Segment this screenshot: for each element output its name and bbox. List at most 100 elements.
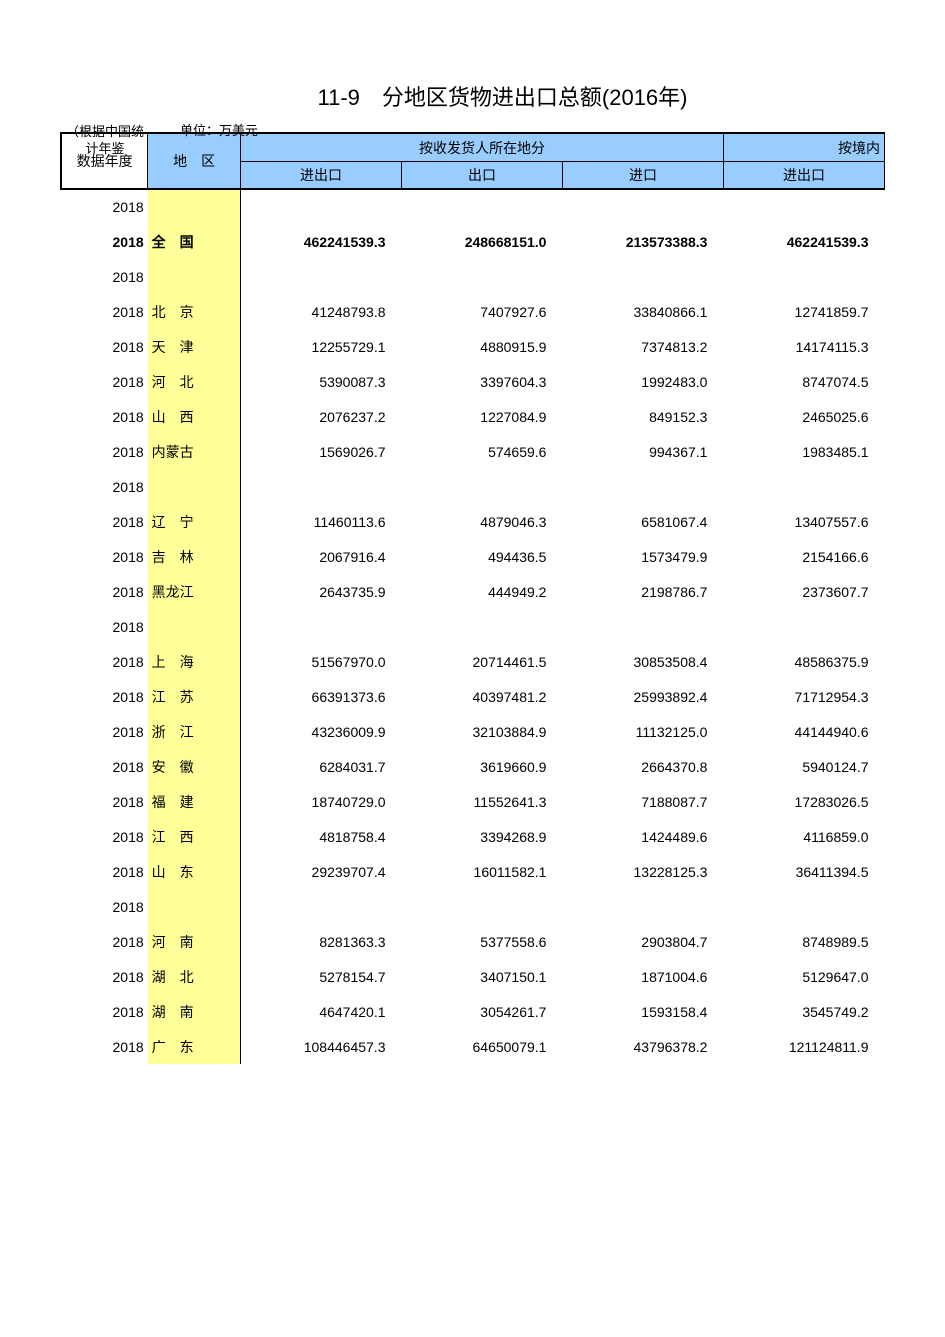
cell-year: 2018 bbox=[61, 329, 148, 364]
cell-value: 12741859.7 bbox=[723, 294, 884, 329]
cell-value: 12255729.1 bbox=[241, 329, 402, 364]
cell-region: 上 海 bbox=[148, 644, 241, 679]
cell-value: 30853508.4 bbox=[562, 644, 723, 679]
cell-value: 4879046.3 bbox=[402, 504, 563, 539]
cell-value: 8748989.5 bbox=[723, 924, 884, 959]
table-row: 2018湖 南4647420.13054261.71593158.4354574… bbox=[61, 994, 885, 1029]
cell-value bbox=[241, 189, 402, 224]
cell-value: 4647420.1 bbox=[241, 994, 402, 1029]
cell-year: 2018 bbox=[61, 399, 148, 434]
cell-value: 7407927.6 bbox=[402, 294, 563, 329]
table-row: 2018浙 江43236009.932103884.911132125.0441… bbox=[61, 714, 885, 749]
cell-value: 6284031.7 bbox=[241, 749, 402, 784]
cell-region: 山 东 bbox=[148, 854, 241, 889]
cell-value: 13228125.3 bbox=[562, 854, 723, 889]
cell-region: 辽 宁 bbox=[148, 504, 241, 539]
cell-value: 4880915.9 bbox=[402, 329, 563, 364]
cell-year: 2018 bbox=[61, 504, 148, 539]
cell-value: 14174115.3 bbox=[723, 329, 884, 364]
table-row: 2018吉 林2067916.4494436.51573479.92154166… bbox=[61, 539, 885, 574]
cell-value: 7188087.7 bbox=[562, 784, 723, 819]
cell-year: 2018 bbox=[61, 224, 148, 259]
cell-value: 41248793.8 bbox=[241, 294, 402, 329]
header-sub2: 出口 bbox=[402, 161, 563, 189]
header-region: 地 区 bbox=[148, 133, 241, 189]
header-sub1: 进出口 bbox=[241, 161, 402, 189]
cell-value: 11460113.6 bbox=[241, 504, 402, 539]
cell-region: 江 苏 bbox=[148, 679, 241, 714]
table-row: 2018河 北5390087.33397604.31992483.0874707… bbox=[61, 364, 885, 399]
cell-value bbox=[241, 889, 402, 924]
cell-year: 2018 bbox=[61, 994, 148, 1029]
table-row: 2018山 东29239707.416011582.113228125.3364… bbox=[61, 854, 885, 889]
cell-value: 3394268.9 bbox=[402, 819, 563, 854]
cell-value: 2076237.2 bbox=[241, 399, 402, 434]
cell-region: 浙 江 bbox=[148, 714, 241, 749]
cell-year: 2018 bbox=[61, 819, 148, 854]
cell-year: 2018 bbox=[61, 294, 148, 329]
cell-region: 内蒙古 bbox=[148, 434, 241, 469]
cell-value: 29239707.4 bbox=[241, 854, 402, 889]
cell-year: 2018 bbox=[61, 364, 148, 399]
cell-value bbox=[562, 259, 723, 294]
cell-value: 66391373.6 bbox=[241, 679, 402, 714]
page-title: 11-9 分地区货物进出口总额(2016年) bbox=[160, 80, 845, 112]
cell-region: 全 国 bbox=[148, 224, 241, 259]
cell-value bbox=[402, 609, 563, 644]
table-row: 2018河 南8281363.35377558.62903804.7874898… bbox=[61, 924, 885, 959]
cell-value bbox=[402, 259, 563, 294]
cell-value: 13407557.6 bbox=[723, 504, 884, 539]
cell-value: 33840866.1 bbox=[562, 294, 723, 329]
table-row: 2018广 东108446457.364650079.143796378.212… bbox=[61, 1029, 885, 1064]
cell-year: 2018 bbox=[61, 714, 148, 749]
cell-value: 462241539.3 bbox=[241, 224, 402, 259]
cell-value: 8747074.5 bbox=[723, 364, 884, 399]
data-table: 数据年度 地 区 按收发货人所在地分 按境内 进出口 出口 进口 进出口 201… bbox=[60, 132, 885, 1064]
cell-value: 20714461.5 bbox=[402, 644, 563, 679]
cell-year: 2018 bbox=[61, 644, 148, 679]
cell-value bbox=[402, 469, 563, 504]
table-row: 2018 bbox=[61, 189, 885, 224]
cell-value: 2154166.6 bbox=[723, 539, 884, 574]
cell-year: 2018 bbox=[61, 469, 148, 504]
cell-value: 43796378.2 bbox=[562, 1029, 723, 1064]
cell-value: 7374813.2 bbox=[562, 329, 723, 364]
cell-value: 18740729.0 bbox=[241, 784, 402, 819]
cell-value bbox=[241, 609, 402, 644]
cell-value: 11132125.0 bbox=[562, 714, 723, 749]
table-row: 2018江 西4818758.43394268.91424489.6411685… bbox=[61, 819, 885, 854]
cell-value: 1573479.9 bbox=[562, 539, 723, 574]
header-sub4: 进出口 bbox=[723, 161, 884, 189]
cell-year: 2018 bbox=[61, 679, 148, 714]
cell-value: 213573388.3 bbox=[562, 224, 723, 259]
cell-value: 11552641.3 bbox=[402, 784, 563, 819]
cell-value: 462241539.3 bbox=[723, 224, 884, 259]
cell-value: 43236009.9 bbox=[241, 714, 402, 749]
cell-value: 4818758.4 bbox=[241, 819, 402, 854]
cell-region: 黑龙江 bbox=[148, 574, 241, 609]
cell-value bbox=[562, 469, 723, 504]
cell-region: 江 西 bbox=[148, 819, 241, 854]
cell-value: 2903804.7 bbox=[562, 924, 723, 959]
table-row: 2018 bbox=[61, 469, 885, 504]
cell-region: 福 建 bbox=[148, 784, 241, 819]
cell-value: 3619660.9 bbox=[402, 749, 563, 784]
cell-region: 湖 北 bbox=[148, 959, 241, 994]
cell-value bbox=[562, 889, 723, 924]
table-row: 2018 bbox=[61, 259, 885, 294]
cell-value: 71712954.3 bbox=[723, 679, 884, 714]
table-row: 2018辽 宁11460113.64879046.36581067.413407… bbox=[61, 504, 885, 539]
table-row: 2018天 津12255729.14880915.97374813.214174… bbox=[61, 329, 885, 364]
cell-value bbox=[723, 259, 884, 294]
cell-region bbox=[148, 259, 241, 294]
cell-value: 574659.6 bbox=[402, 434, 563, 469]
cell-value bbox=[402, 889, 563, 924]
cell-value: 994367.1 bbox=[562, 434, 723, 469]
cell-value: 248668151.0 bbox=[402, 224, 563, 259]
cell-region bbox=[148, 889, 241, 924]
cell-region: 安 徽 bbox=[148, 749, 241, 784]
cell-year: 2018 bbox=[61, 784, 148, 819]
cell-value bbox=[723, 189, 884, 224]
cell-region: 山 西 bbox=[148, 399, 241, 434]
cell-value: 3407150.1 bbox=[402, 959, 563, 994]
